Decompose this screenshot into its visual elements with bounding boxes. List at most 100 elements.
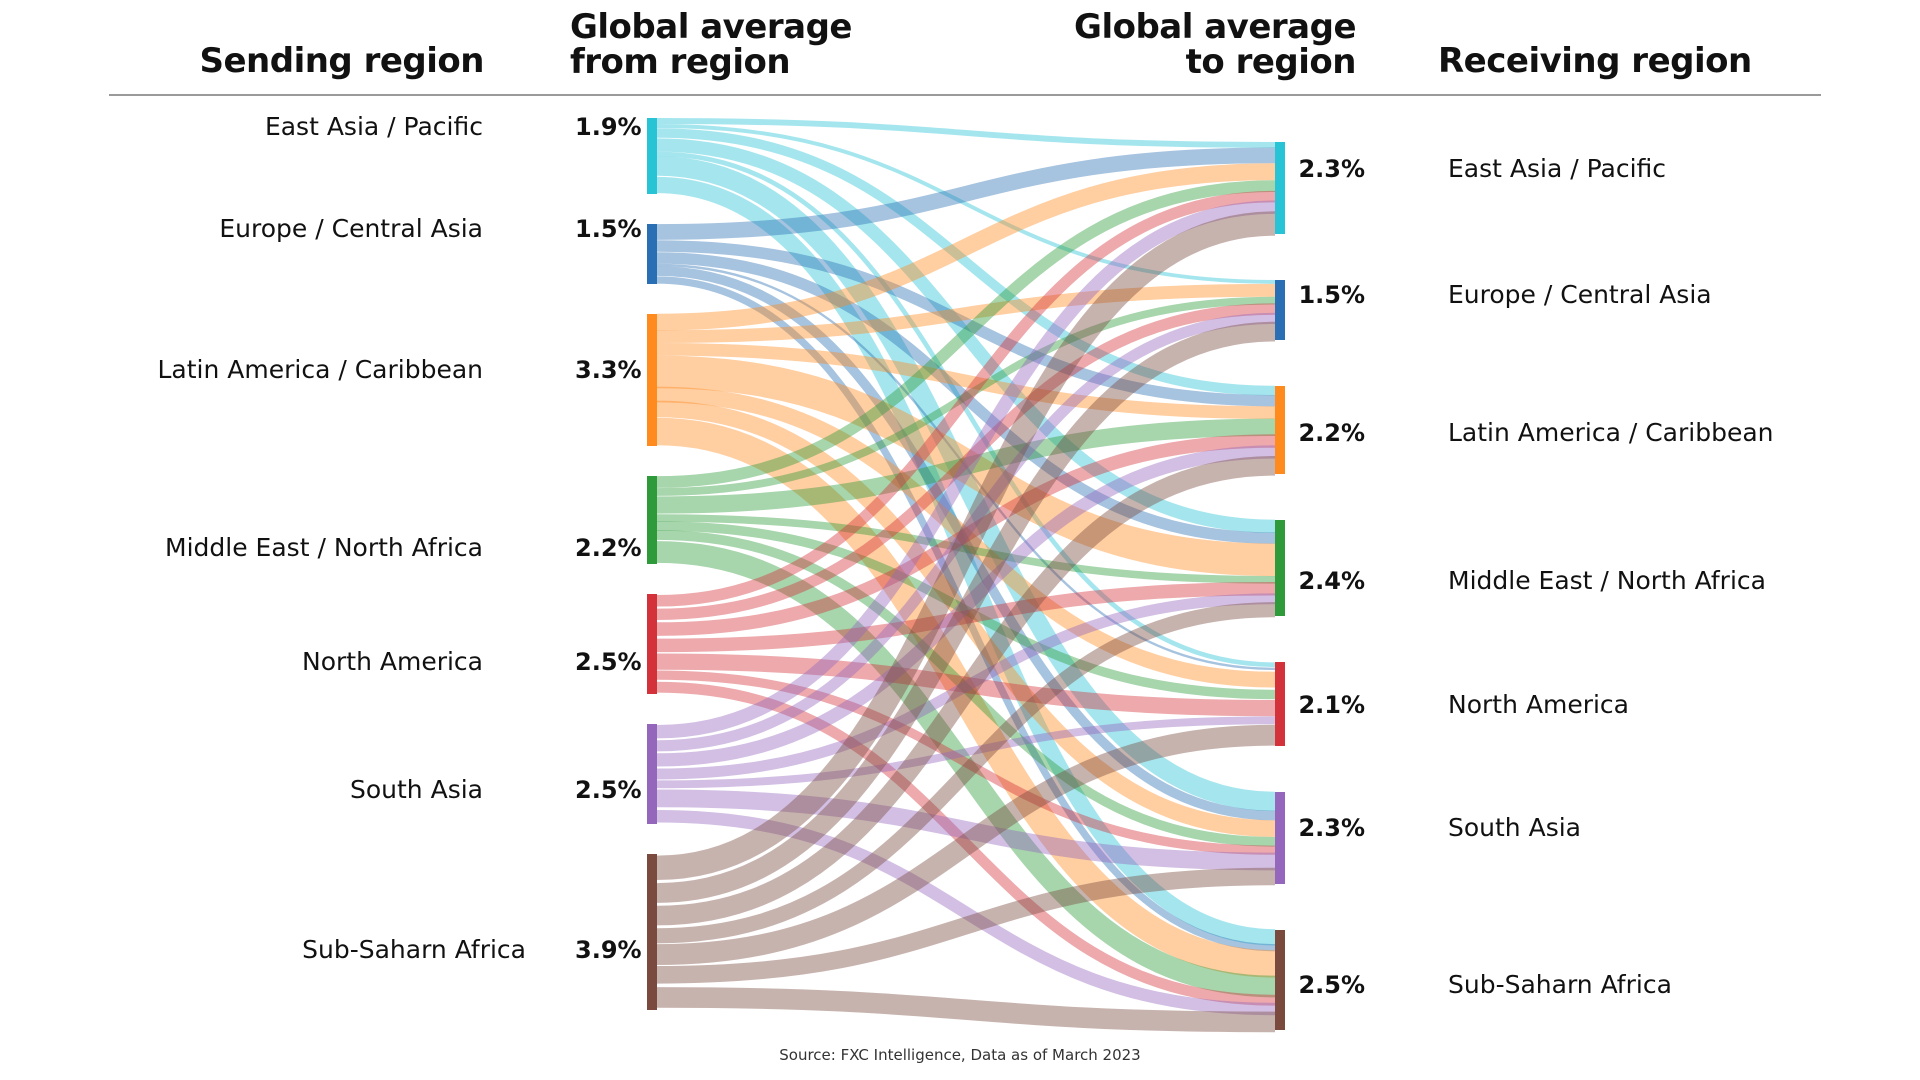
- receiving-label-east-asia-pacific: East Asia / Pacific: [1448, 154, 1666, 183]
- link-sub-saharn-africa-to-europe-central-asia: [656, 321, 1276, 903]
- receiving-value-latin-america-caribbean: 2.2%: [1298, 419, 1365, 447]
- link-east-asia-pacific-to-latin-america-caribbean: [656, 128, 1276, 396]
- header-from-line-1: Global average: [570, 7, 852, 47]
- header-global-average-from-region: Global average from region: [570, 10, 852, 80]
- link-europe-central-asia-to-middle-east-north-africa: [656, 252, 1276, 544]
- link-latin-america-caribbean-to-latin-america-caribbean: [656, 342, 1276, 419]
- sending-label-latin-america-caribbean: Latin America / Caribbean: [157, 355, 483, 384]
- link-east-asia-pacific-to-north-america: [656, 151, 1276, 668]
- link-north-america-to-europe-central-asia: [656, 303, 1276, 620]
- sending-value-sub-saharn-africa: 3.9%: [575, 936, 642, 964]
- link-north-america-to-south-asia: [656, 670, 1276, 855]
- sending-node-sub-saharn-africa: [647, 854, 657, 1010]
- source-note: Source: FXC Intelligence, Data as of Mar…: [779, 1046, 1141, 1064]
- sending-node-middle-east-north-africa: [647, 476, 657, 564]
- sending-label-middle-east-north-africa: Middle East / North Africa: [165, 533, 483, 562]
- header-sending-region: Sending region: [120, 44, 484, 79]
- link-south-asia-to-south-asia: [656, 789, 1276, 871]
- link-europe-central-asia-to-sub-saharn-africa: [656, 276, 1276, 952]
- link-north-america-to-latin-america-caribbean: [656, 434, 1276, 636]
- header-sending-region-text: Sending region: [199, 41, 484, 81]
- receiving-label-middle-east-north-africa: Middle East / North Africa: [1448, 566, 1766, 595]
- receiving-value-sub-saharn-africa: 2.5%: [1298, 971, 1365, 999]
- link-latin-america-caribbean-to-south-asia: [656, 400, 1276, 837]
- link-south-asia-to-east-asia-pacific: [656, 200, 1276, 739]
- sending-value-south-asia: 2.5%: [575, 776, 642, 804]
- receiving-label-north-america: North America: [1448, 690, 1629, 719]
- link-europe-central-asia-to-north-america: [656, 263, 1276, 670]
- sending-node-north-america: [647, 594, 657, 694]
- sending-value-europe-central-asia: 1.5%: [575, 215, 642, 243]
- link-latin-america-caribbean-to-north-america: [656, 386, 1276, 688]
- sending-node-europe-central-asia: [647, 224, 657, 284]
- header-receiving-region: Receiving region: [1438, 44, 1752, 79]
- link-middle-east-north-africa-to-north-america: [656, 521, 1276, 700]
- link-middle-east-north-africa-to-sub-saharn-africa: [656, 541, 1276, 998]
- receiving-node-sub-saharn-africa: [1275, 930, 1285, 1030]
- link-europe-central-asia-to-latin-america-caribbean: [656, 240, 1276, 407]
- sending-node-latin-america-caribbean: [647, 314, 657, 446]
- sending-node-east-asia-pacific: [647, 118, 657, 194]
- link-sub-saharn-africa-to-sub-saharn-africa: [656, 987, 1276, 1033]
- link-europe-central-asia-to-south-asia: [656, 266, 1276, 821]
- link-middle-east-north-africa-to-middle-east-north-africa: [656, 514, 1276, 584]
- header-to-line-2: to region: [1185, 42, 1357, 82]
- header-receiving-region-text: Receiving region: [1438, 41, 1752, 81]
- link-sub-saharn-africa-to-east-asia-pacific: [656, 211, 1276, 880]
- link-middle-east-north-africa-to-south-asia: [656, 530, 1276, 847]
- link-europe-central-asia-to-east-asia-pacific: [656, 147, 1276, 240]
- receiving-value-east-asia-pacific: 2.3%: [1298, 155, 1365, 183]
- link-latin-america-caribbean-to-sub-saharn-africa: [656, 417, 1276, 978]
- sending-value-east-asia-pacific: 1.9%: [575, 113, 642, 141]
- header-global-average-to-region: Global average to region: [1000, 10, 1356, 80]
- sending-label-sub-saharn-africa: Sub-Saharn Africa: [302, 935, 526, 964]
- sending-value-latin-america-caribbean: 3.3%: [575, 356, 642, 384]
- receiving-label-europe-central-asia: Europe / Central Asia: [1448, 280, 1712, 309]
- receiving-node-north-america: [1275, 662, 1285, 746]
- region-labels: East Asia / Pacific 1.9% Europe / Central …: [157, 112, 1773, 999]
- link-south-asia-to-sub-saharn-africa: [656, 810, 1276, 1016]
- receiving-node-south-asia: [1275, 792, 1285, 884]
- link-latin-america-caribbean-to-europe-central-asia: [656, 283, 1276, 344]
- sending-label-north-america: North America: [302, 647, 483, 676]
- receiving-node-middle-east-north-africa: [1275, 520, 1285, 616]
- receiving-node-latin-america-caribbean: [1275, 386, 1285, 474]
- link-south-asia-to-europe-central-asia: [656, 312, 1276, 752]
- link-sub-saharn-africa-to-latin-america-caribbean: [656, 456, 1276, 926]
- link-north-america-to-north-america: [656, 653, 1276, 717]
- header-to-line-1: Global average: [1074, 7, 1356, 47]
- receiving-value-europe-central-asia: 1.5%: [1298, 281, 1365, 309]
- sending-label-south-asia: South Asia: [350, 775, 483, 804]
- link-south-asia-to-middle-east-north-africa: [656, 593, 1276, 780]
- link-north-america-to-east-asia-pacific: [656, 190, 1276, 607]
- link-east-asia-pacific-to-south-asia: [656, 156, 1276, 812]
- link-east-asia-pacific-to-europe-central-asia: [656, 124, 1276, 284]
- receiving-label-south-asia: South Asia: [1448, 813, 1581, 842]
- link-sub-saharn-africa-to-middle-east-north-africa: [656, 602, 1276, 944]
- sending-label-east-asia-pacific: East Asia / Pacific: [265, 112, 483, 141]
- header-divider: [109, 94, 1821, 96]
- sending-value-middle-east-north-africa: 2.2%: [575, 534, 642, 562]
- link-east-asia-pacific-to-sub-saharn-africa: [656, 176, 1276, 946]
- receiving-value-south-asia: 2.3%: [1298, 814, 1365, 842]
- link-north-america-to-sub-saharn-africa: [656, 681, 1276, 1006]
- link-south-asia-to-latin-america-caribbean: [656, 445, 1276, 767]
- sending-value-north-america: 2.5%: [575, 648, 642, 676]
- link-east-asia-pacific-to-east-asia-pacific: [656, 118, 1276, 148]
- link-middle-east-north-africa-to-east-asia-pacific: [656, 180, 1276, 488]
- receiving-node-east-asia-pacific: [1275, 142, 1285, 234]
- sending-node-south-asia: [647, 724, 657, 824]
- region-nodes: [647, 118, 1285, 1030]
- link-middle-east-north-africa-to-europe-central-asia: [656, 296, 1276, 496]
- sending-label-europe-central-asia: Europe / Central Asia: [219, 214, 483, 243]
- link-sub-saharn-africa-to-south-asia: [656, 867, 1276, 984]
- link-south-asia-to-north-america: [656, 716, 1276, 789]
- flow-links: [656, 118, 1276, 1033]
- header-from-line-2: from region: [570, 42, 791, 82]
- link-latin-america-caribbean-to-east-asia-pacific: [656, 163, 1276, 331]
- link-north-america-to-middle-east-north-africa: [656, 582, 1276, 653]
- receiving-label-latin-america-caribbean: Latin America / Caribbean: [1448, 418, 1774, 447]
- link-sub-saharn-africa-to-north-america: [656, 724, 1276, 966]
- link-latin-america-caribbean-to-middle-east-north-africa: [656, 355, 1276, 577]
